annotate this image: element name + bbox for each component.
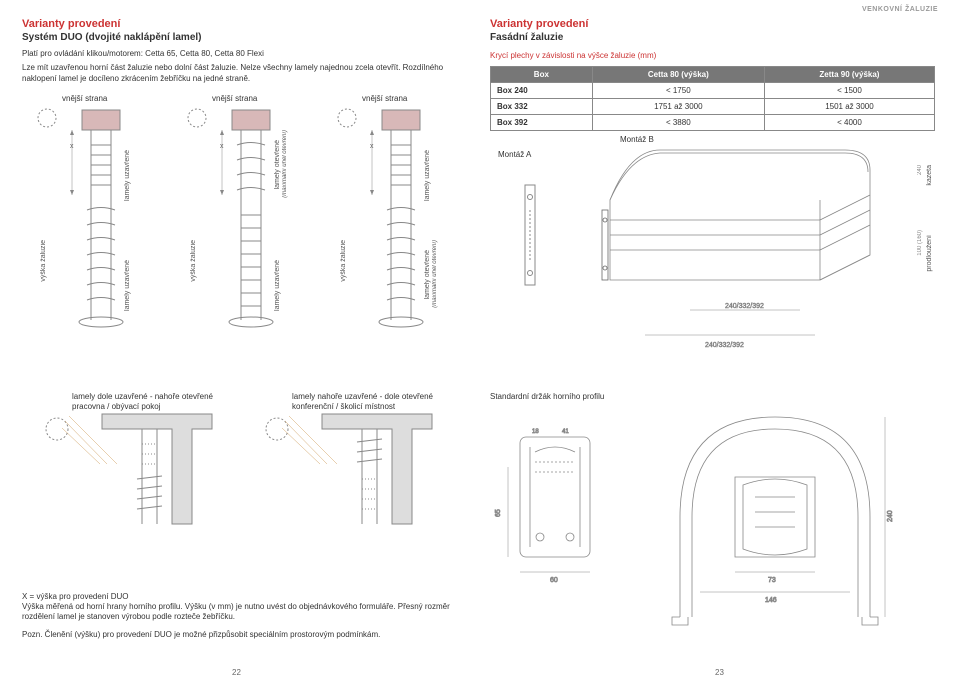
box-table: Box Cetta 80 (výška) Zetta 90 (výška) Bo… bbox=[490, 66, 935, 131]
left-foot3: Pozn. Členění (výšku) pro provedení DUO … bbox=[22, 630, 462, 640]
cell: 1501 až 3000 bbox=[764, 99, 934, 115]
cfg1-line2: pracovna / obývací pokoj bbox=[72, 402, 161, 411]
std-holder-label: Standardní držák horního profilu bbox=[490, 392, 935, 401]
table-row: Box 240< 1750< 1500 bbox=[491, 83, 935, 99]
page-right: 23 bbox=[715, 668, 724, 677]
vl-height-3: výška žaluzie bbox=[340, 240, 347, 282]
cell: < 1750 bbox=[592, 83, 764, 99]
svg-text:65: 65 bbox=[495, 509, 502, 517]
holder-section: Standardní držák horního profilu 60 65 1… bbox=[490, 392, 935, 649]
svg-text:18: 18 bbox=[532, 429, 539, 435]
svg-text:41: 41 bbox=[562, 429, 569, 435]
left-body: Lze mít uzavřenou horní část žaluzie neb… bbox=[22, 63, 462, 84]
right-subtitle2: Krycí plechy v závislosti na výšce žaluz… bbox=[490, 51, 935, 60]
outer-side-1: vnější strana bbox=[62, 94, 107, 103]
cell: Box 392 bbox=[491, 115, 593, 131]
page-left: 22 bbox=[232, 668, 241, 677]
cfg1-line1: lamely dole uzavřené - nahoře otevřené bbox=[72, 392, 213, 401]
config-row: lamely dole uzavřené - nahoře otevřené p… bbox=[22, 392, 462, 556]
cell: < 3880 bbox=[592, 115, 764, 131]
montB-label: Montáž B bbox=[620, 135, 654, 144]
outer-side-3: vnější strana bbox=[362, 94, 407, 103]
dim-240: 240 bbox=[917, 165, 923, 175]
montage-diagram: Montáž A Montáž B 240/332/ bbox=[490, 135, 935, 365]
left-foot1: X = výška pro provedení DUO bbox=[22, 592, 462, 602]
vl-closed-1b: lamely uzavřené bbox=[124, 260, 131, 311]
cell: < 1500 bbox=[764, 83, 934, 99]
vl-open-sub-3: (maximální úhel otevření) bbox=[432, 240, 438, 308]
svg-text:60: 60 bbox=[550, 577, 558, 584]
table-row: Box 392< 3880< 4000 bbox=[491, 115, 935, 131]
svg-text:240/332/392: 240/332/392 bbox=[725, 303, 764, 310]
svg-text:240: 240 bbox=[887, 510, 894, 522]
cfg2-line1: lamely nahoře uzavřené - dole otevřené bbox=[292, 392, 433, 401]
left-title: Varianty provedení bbox=[22, 18, 462, 30]
table-row: Box 3321751 až 30001501 až 3000 bbox=[491, 99, 935, 115]
cell: Box 332 bbox=[491, 99, 593, 115]
vl-closed-1a: lamely uzavřené bbox=[124, 150, 131, 201]
left-intro: Platí pro ovládání klikou/motorem: Cetta… bbox=[22, 49, 462, 59]
vl-closed-3: lamely uzavřené bbox=[424, 150, 431, 201]
montA-label: Montáž A bbox=[498, 150, 531, 159]
vl-open-2: lamely otevřené bbox=[274, 140, 281, 189]
cell: Box 240 bbox=[491, 83, 593, 99]
svg-text:73: 73 bbox=[768, 577, 776, 584]
svg-text:146: 146 bbox=[765, 597, 777, 604]
vl-open-3: lamely otevřené bbox=[424, 250, 431, 299]
cfg2-line2: konferenční / školicí místnost bbox=[292, 402, 395, 411]
dim-prodl: prodloužení bbox=[926, 235, 933, 272]
th-zetta: Zetta 90 (výška) bbox=[764, 67, 934, 83]
outer-side-2: vnější strana bbox=[212, 94, 257, 103]
cell: < 4000 bbox=[764, 115, 934, 131]
vl-open-sub-2: (maximální úhel otevření) bbox=[282, 130, 288, 198]
vl-height-2: výška žaluzie bbox=[190, 240, 197, 282]
vl-height-1: výška žaluzie bbox=[40, 240, 47, 282]
svg-text:240/332/392: 240/332/392 bbox=[705, 342, 744, 349]
cell: 1751 až 3000 bbox=[592, 99, 764, 115]
dim-100: 100 (160) bbox=[917, 230, 923, 256]
dim-kazeta: kazeta bbox=[926, 165, 933, 186]
th-cetta: Cetta 80 (výška) bbox=[592, 67, 764, 83]
vl-closed-2: lamely uzavřené bbox=[274, 260, 281, 311]
left-subtitle: Systém DUO (dvojité naklápění lamel) bbox=[22, 32, 462, 43]
left-foot2: Výška měřená od horní hrany horního prof… bbox=[22, 602, 462, 623]
right-title: Varianty provedení bbox=[490, 18, 935, 30]
page-category: VENKOVNÍ ŽALUZIE bbox=[862, 6, 938, 13]
right-subtitle: Fasádní žaluzie bbox=[490, 32, 935, 43]
right-column: Varianty provedení Fasádní žaluzie Krycí… bbox=[490, 18, 935, 131]
th-box: Box bbox=[491, 67, 593, 83]
left-column: Varianty provedení Systém DUO (dvojité n… bbox=[22, 18, 462, 84]
duo-diagram-row: x x bbox=[22, 100, 462, 360]
